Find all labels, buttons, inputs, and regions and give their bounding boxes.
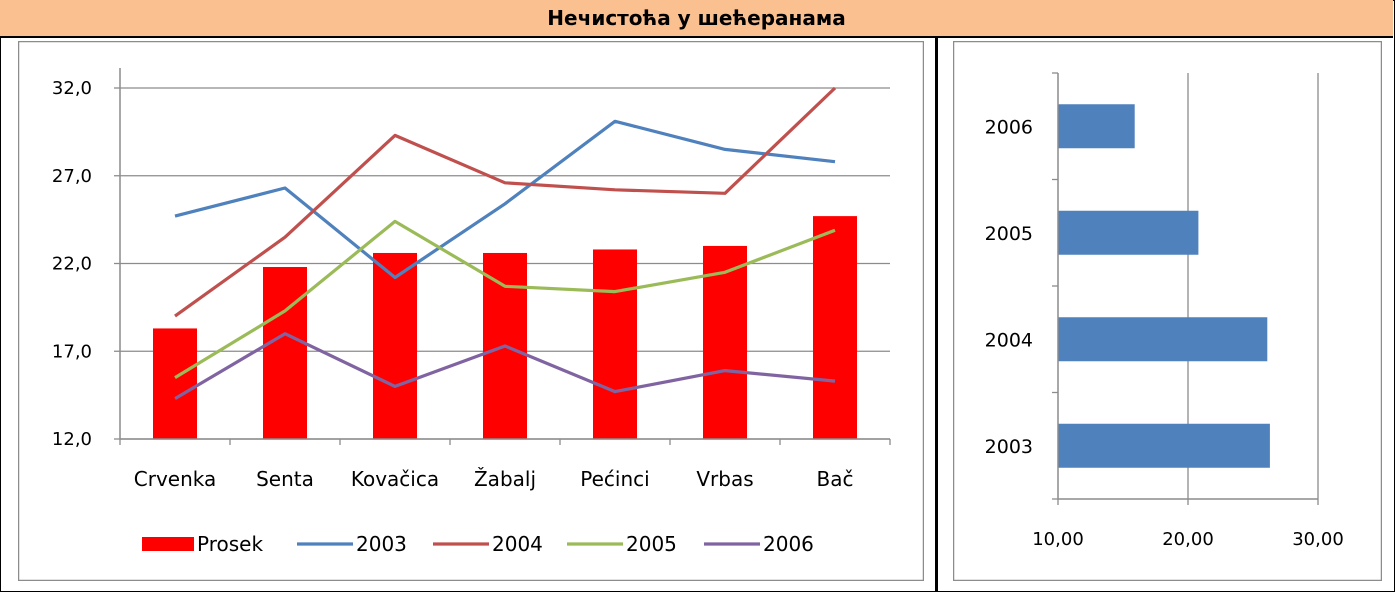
chart1-y-tick-label: 12,0 [52,429,92,450]
chart1-legend: Prosek 2003 2004 2005 2006 [142,532,814,556]
legend-label-2004: 2004 [492,532,543,556]
chart2-x-tick-label: 10,00 [1032,529,1084,550]
chart1-bar-prosek [703,245,747,439]
chart2-border [953,41,1382,581]
chart1-x-tick-label: Vrbas [696,467,753,491]
chart2-y-tick-label: 2005 [985,223,1033,245]
legend-label-2005: 2005 [626,532,677,556]
legend-swatch-Prosek [142,537,194,551]
page-title: Нечистоћа у шећеранама [547,6,846,30]
chart1-y-tick-label: 27,0 [52,166,92,187]
chart2-y-tick-label: 2006 [985,116,1033,138]
chart1-axes [119,68,891,445]
chart2-bar [1058,423,1270,468]
chart1-x-labels: Crvenka Senta Kovačica Žabalj Pećinci Vrbas Ba… [134,467,854,491]
chart1-x-tick-label: Pećinci [580,467,649,491]
chart2-y-tick-label: 2003 [985,436,1033,458]
chart1-y-tick-label: 17,0 [52,341,92,362]
chart1-bar-prosek [373,252,417,439]
chart2-axes [1052,72,1318,500]
chart1-y-tick-label: 22,0 [52,254,92,275]
legend-label-Prosek: Prosek [197,532,263,556]
impurity-by-year-chart: 2006 2005 2004 2003 10,00 20,00 30,00 [953,41,1382,581]
chart1-x-tick-label: Crvenka [134,467,217,491]
chart1-x-tick-label: Kovačica [351,467,439,491]
panel-divider [935,38,938,592]
chart1-border [18,41,924,581]
chart1-bar-prosek [153,328,197,439]
chart1-bar-prosek [813,216,857,439]
chart1-line-2003 [174,119,836,280]
impurity-by-factory-chart: 12,0 17,0 22,0 27,0 32,0 Crvenka Senta Kovačic… [18,41,924,581]
chart2-y-tick-label: 2004 [985,329,1033,351]
chart1-y-ticks: 12,0 17,0 22,0 27,0 32,0 [52,78,92,450]
chart1-x-tick-label: Senta [256,467,314,491]
title-banner: Нечистоћа у шећеранама [0,0,1393,38]
chart2-x-tick-label: 30,00 [1292,529,1344,550]
chart1-x-tick-label: Žabalj [474,467,536,491]
chart1-line-2006 [174,332,836,400]
chart1-bar-prosek [593,249,637,439]
chart1-x-tick-label: Bač [817,467,854,491]
chart1-line-2005 [174,219,836,379]
chart2-bar [1058,317,1268,362]
legend-label-2003: 2003 [356,532,407,556]
chart1-bar-prosek [263,267,307,439]
chart2-x-tick-label: 20,00 [1162,529,1214,550]
legend-label-2006: 2006 [763,532,814,556]
chart2-x-labels: 10,00 20,00 30,00 [1032,529,1344,550]
chart2-y-labels: 2006 2005 2004 2003 [985,116,1033,458]
chart2-bar [1058,210,1199,255]
chart2-bar [1058,104,1135,149]
chart1-y-tick-label: 32,0 [52,78,92,99]
chart2-bars [1058,104,1270,468]
chart1-lines [174,86,837,400]
chart1-line-2004 [174,86,837,318]
